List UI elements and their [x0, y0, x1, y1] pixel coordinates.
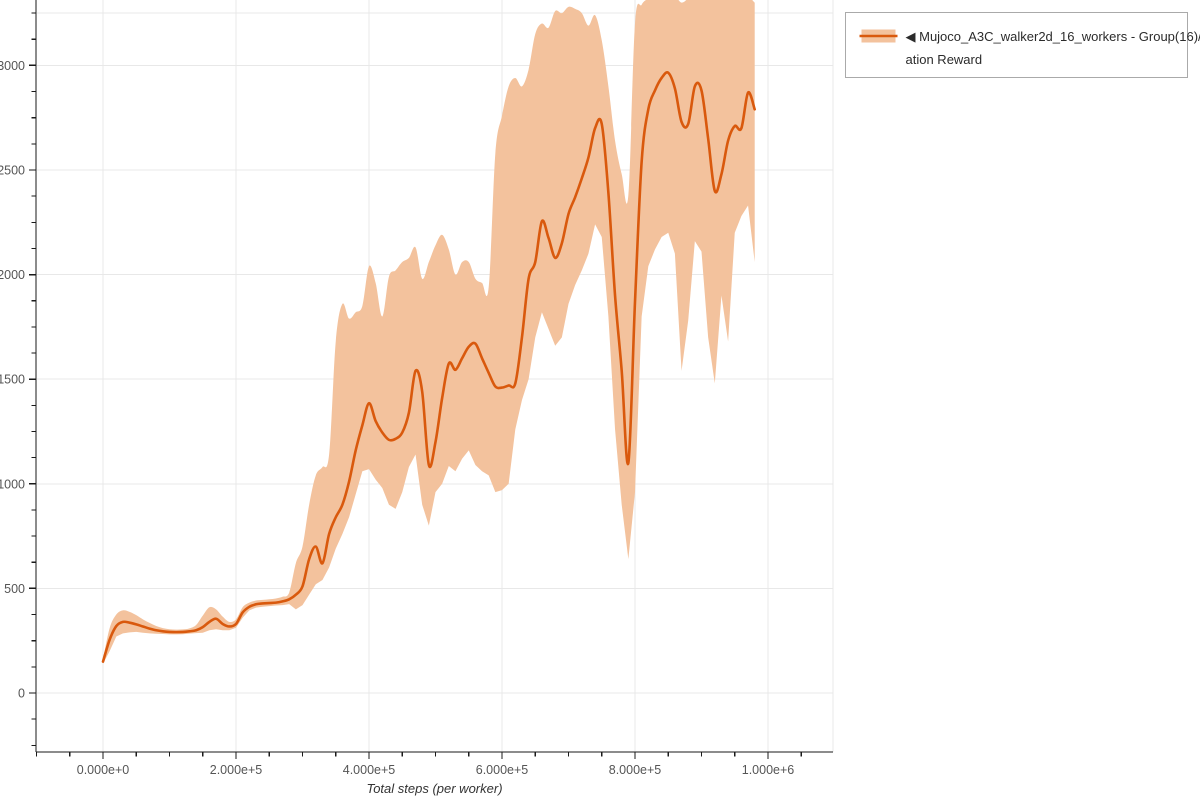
x-tick-label: 1.000e+6: [742, 763, 795, 777]
tick-labels: 0 500 1000 1500 2000 2500 3000 0.000e+0 2.000e+5…: [0, 59, 794, 777]
y-tick-label: 1000: [0, 477, 25, 491]
x-tick-label: 8.000e+5: [609, 763, 662, 777]
y-tick-label: 2500: [0, 164, 25, 178]
legend-box: [845, 12, 1188, 78]
y-tick-label: 3000: [0, 59, 25, 73]
x-axis-title: Total steps (per worker): [366, 781, 502, 796]
series-mean-line[interactable]: [101, 71, 756, 663]
y-tick-label: 2000: [0, 268, 25, 282]
legend-label-line-1[interactable]: ◀ Mujoco_A3C_walker2d_16_workers - Group…: [906, 29, 1200, 44]
x-tick-label: 6.000e+5: [476, 763, 529, 777]
x-tick-label: 2.000e+5: [210, 763, 263, 777]
legend[interactable]: ◀ Mujoco_A3C_walker2d_16_workers - Group…: [845, 12, 1200, 78]
y-tick-label: 1500: [0, 373, 25, 387]
legend-label-line-2[interactable]: ation Reward: [906, 52, 983, 67]
y-tick-label: 0: [18, 687, 25, 701]
y-tick-label: 500: [4, 582, 25, 596]
series-confidence-band: [103, 0, 755, 664]
series-layer: [101, 0, 756, 664]
x-tick-label: 0.000e+0: [77, 763, 130, 777]
axes: [29, 0, 833, 759]
x-tick-label: 4.000e+5: [343, 763, 396, 777]
